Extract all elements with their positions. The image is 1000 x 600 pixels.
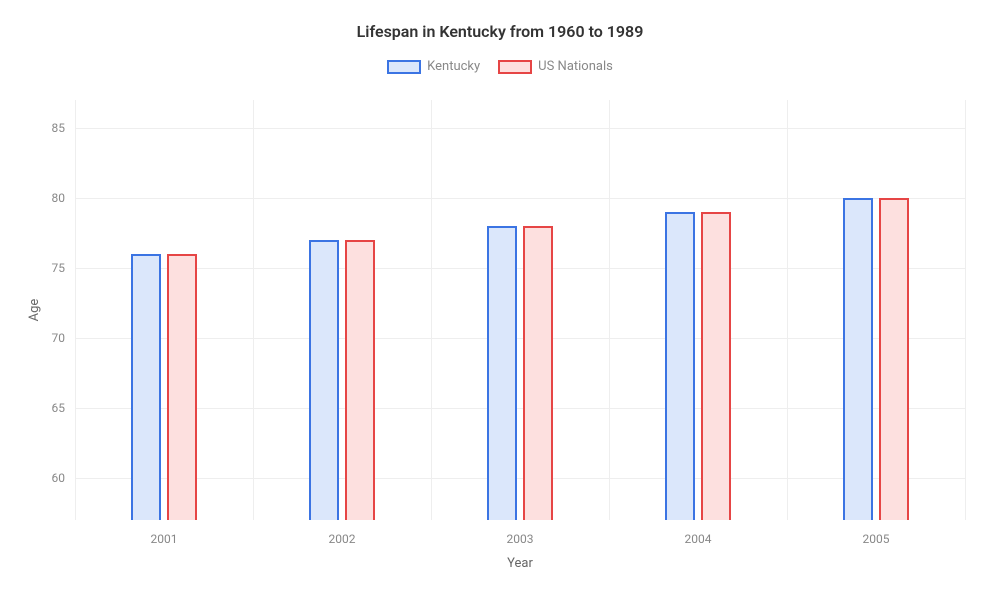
bar: [843, 198, 873, 520]
gridline-horizontal: [75, 128, 965, 129]
plot-area: 60657075808520012002200320042005 Age Yea…: [75, 100, 965, 520]
gridline-horizontal: [75, 268, 965, 269]
legend-item: Kentucky: [387, 59, 480, 74]
x-tick-label: 2002: [329, 520, 356, 546]
y-tick-label: 65: [52, 401, 76, 415]
gridline-vertical: [253, 100, 254, 520]
y-tick-label: 70: [52, 331, 76, 345]
legend-swatch: [498, 60, 532, 74]
bar: [487, 226, 517, 520]
gridline-horizontal: [75, 338, 965, 339]
bar: [701, 212, 731, 520]
bar: [879, 198, 909, 520]
bar: [309, 240, 339, 520]
legend: Kentucky US Nationals: [0, 59, 1000, 74]
gridline-vertical: [787, 100, 788, 520]
bar: [523, 226, 553, 520]
y-tick-label: 60: [52, 471, 76, 485]
gridline-vertical: [75, 100, 76, 520]
legend-label: Kentucky: [427, 59, 480, 74]
gridline-horizontal: [75, 198, 965, 199]
bar: [167, 254, 197, 520]
chart-title: Lifespan in Kentucky from 1960 to 1989: [0, 0, 1000, 41]
legend-label: US Nationals: [538, 59, 613, 74]
y-tick-label: 75: [52, 261, 76, 275]
gridline-horizontal: [75, 478, 965, 479]
gridline-vertical: [965, 100, 966, 520]
y-axis-title: Age: [27, 299, 42, 322]
bar: [131, 254, 161, 520]
legend-swatch: [387, 60, 421, 74]
gridline-vertical: [431, 100, 432, 520]
x-tick-label: 2003: [507, 520, 534, 546]
gridline-vertical: [609, 100, 610, 520]
x-tick-label: 2001: [151, 520, 178, 546]
y-tick-label: 85: [52, 121, 76, 135]
legend-item: US Nationals: [498, 59, 613, 74]
gridline-horizontal: [75, 408, 965, 409]
x-axis-title: Year: [507, 556, 533, 571]
bar: [345, 240, 375, 520]
bar: [665, 212, 695, 520]
x-tick-label: 2004: [685, 520, 712, 546]
x-tick-label: 2005: [863, 520, 890, 546]
y-tick-label: 80: [52, 191, 76, 205]
